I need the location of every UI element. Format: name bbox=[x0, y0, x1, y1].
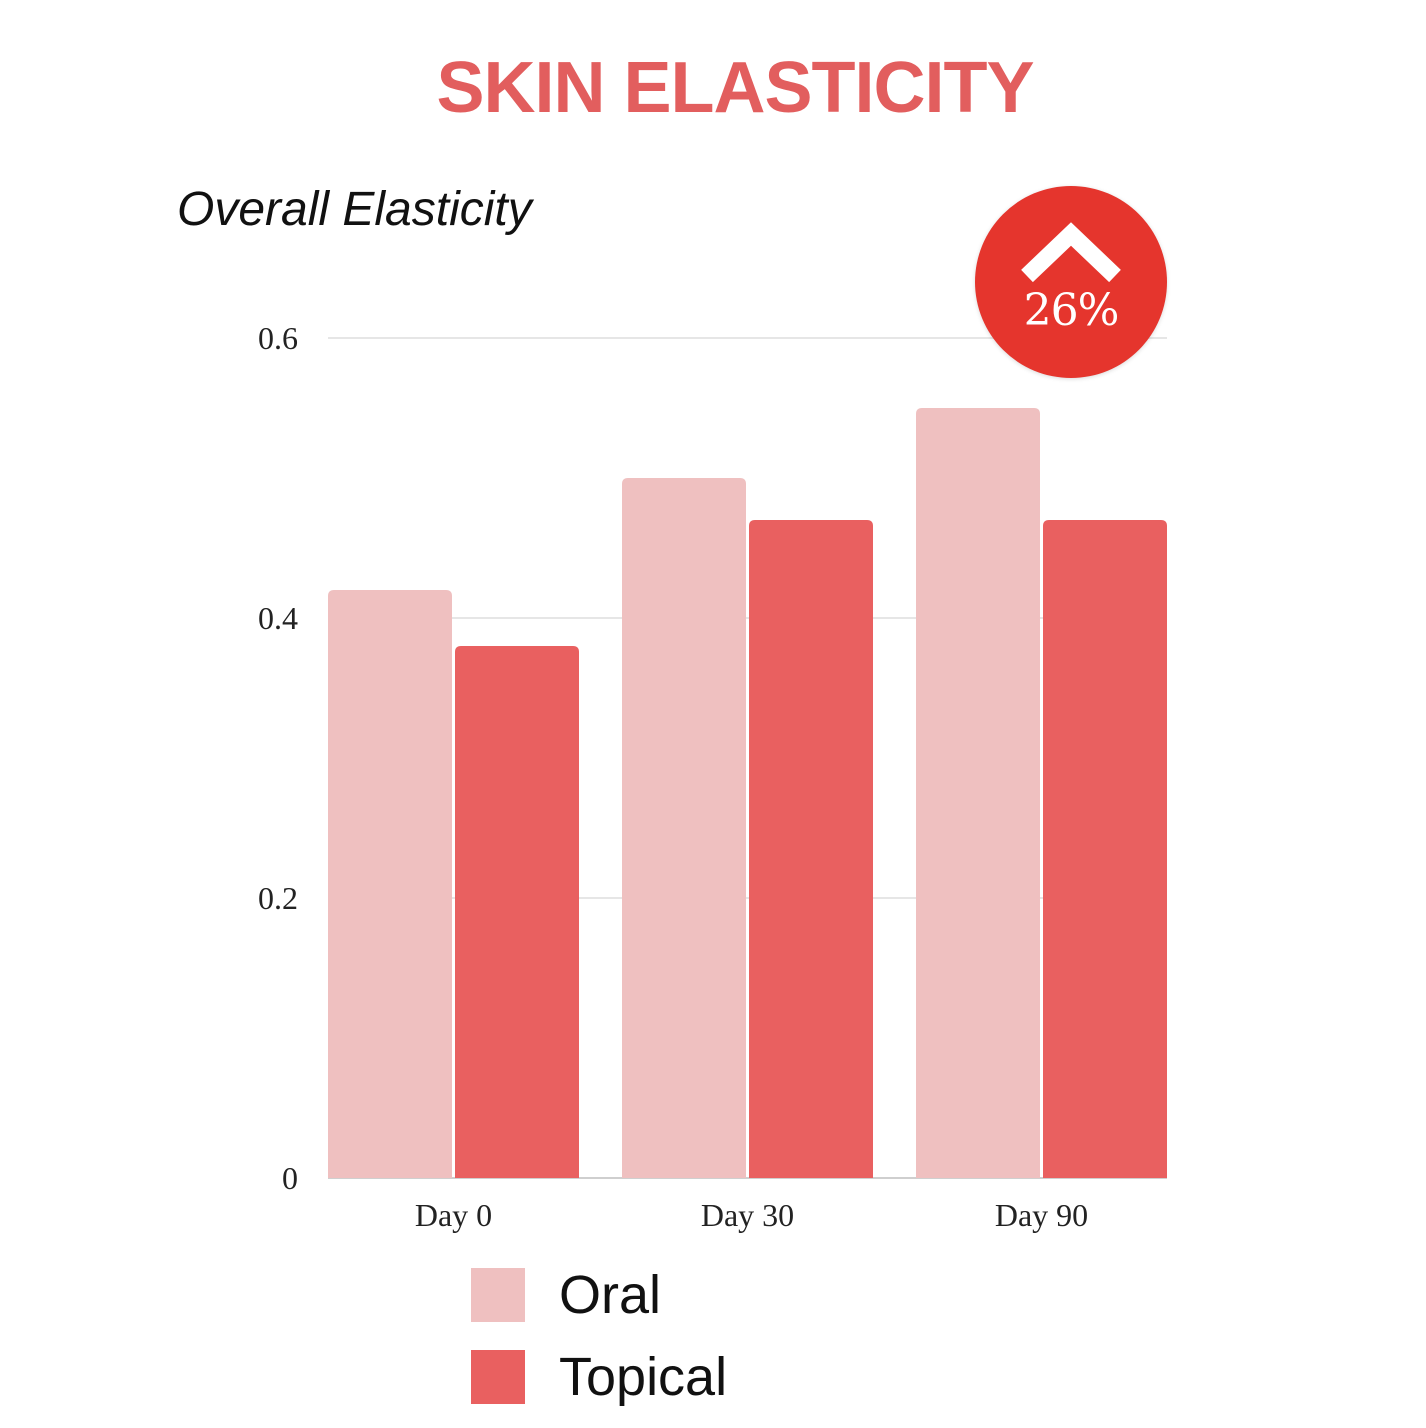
gridlines bbox=[328, 337, 1167, 1179]
bar-topical-day-0 bbox=[455, 646, 579, 1178]
legend-swatch-oral bbox=[471, 1268, 525, 1322]
chevron-up-icon bbox=[1021, 222, 1121, 283]
bar-topical-day-30 bbox=[749, 520, 873, 1178]
badge-percentage: 26% bbox=[1023, 285, 1120, 336]
bar-oral-day-90 bbox=[916, 408, 1040, 1178]
x-axis-ticks: Day 0 Day 30 Day 90 bbox=[415, 1197, 1088, 1233]
legend-item-oral: Oral bbox=[471, 1268, 871, 1328]
legend-label-topical: Topical bbox=[559, 1347, 728, 1407]
y-tick-label: 0 bbox=[282, 1160, 298, 1196]
y-axis-ticks: 0 0.2 0.4 0.6 bbox=[258, 320, 298, 1196]
legend-item-topical: Topical bbox=[471, 1350, 871, 1410]
increase-badge: 26% bbox=[975, 186, 1167, 378]
x-tick-label: Day 30 bbox=[701, 1197, 794, 1233]
y-tick-label: 0.6 bbox=[258, 320, 298, 356]
x-tick-label: Day 0 bbox=[415, 1197, 492, 1233]
y-tick-label: 0.2 bbox=[258, 880, 298, 916]
x-tick-label: Day 90 bbox=[995, 1197, 1088, 1233]
bars bbox=[328, 408, 1167, 1178]
chart-subtitle: Overall Elasticity bbox=[177, 183, 532, 236]
y-tick-label: 0.4 bbox=[258, 600, 298, 636]
bar-topical-day-90 bbox=[1043, 520, 1167, 1178]
legend-label-oral: Oral bbox=[559, 1265, 662, 1325]
bar-oral-day-0 bbox=[328, 590, 452, 1178]
legend-swatch-topical bbox=[471, 1350, 525, 1404]
bar-oral-day-30 bbox=[622, 478, 746, 1178]
chart-title: SKIN ELASTICITY bbox=[436, 48, 1034, 128]
